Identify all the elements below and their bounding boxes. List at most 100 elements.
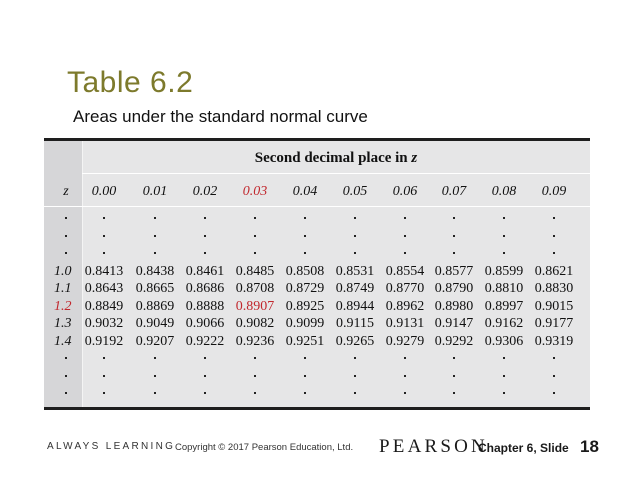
ellipsis-dot: [154, 392, 156, 394]
table-cell: 0.8997: [484, 298, 524, 314]
ellipsis-dot: [103, 217, 105, 219]
ellipsis-dot: [553, 357, 555, 359]
table-row: 1.4 0.9192 0.9207 0.9222 0.9236 0.9251 0.9265 0…: [44, 334, 590, 352]
table-cell: 0.8749: [335, 281, 375, 296]
ellipsis-dot: [254, 392, 256, 394]
table-cell: 0.8830: [534, 281, 574, 296]
row-z-label: 1.2: [54, 298, 72, 314]
ellipsis-dot: [503, 374, 505, 377]
slide-number: 18: [580, 437, 599, 456]
ellipsis-dot: [404, 392, 406, 394]
ellipsis-dot: [204, 252, 206, 254]
table-cell: 0.8413: [84, 263, 124, 279]
table-row: 1.0 0.8413 0.8438 0.8461 0.8485 0.8508 0.8531 0…: [44, 264, 590, 282]
ellipsis-row: [44, 229, 590, 247]
column-header: 0.09: [541, 184, 567, 199]
ellipsis-dot: [204, 217, 206, 219]
ellipsis-dot: [453, 374, 455, 377]
table-cell: 0.8980: [434, 298, 474, 314]
slide-title: Table 6.2: [67, 66, 194, 99]
ellipsis-dot: [553, 217, 555, 219]
ellipsis-dot: [304, 374, 306, 377]
ellipsis-dot: [65, 392, 67, 394]
table-cell: 0.9115: [336, 316, 374, 331]
column-header: 0.02: [192, 184, 218, 199]
table-cell: 0.8907: [235, 298, 275, 314]
normal-table: Second decimal place in z z 0.00 0.01 0.02…: [44, 138, 590, 410]
column-header: 0.05: [342, 184, 368, 199]
slide-subtitle: Areas under the standard normal curve: [73, 107, 368, 126]
table-cell: 0.9177: [534, 316, 574, 331]
ellipsis-dot: [154, 234, 156, 237]
table-cell: 0.8962: [385, 298, 425, 314]
ellipsis-dot: [65, 374, 67, 377]
ellipsis-dot: [354, 234, 356, 237]
table-row: 1.3 0.9032 0.9049 0.9066 0.9082 0.9099 0.9115 0…: [44, 316, 590, 334]
ellipsis-dot: [304, 392, 306, 394]
footer-bar: ALWAYS LEARNING Copyright © 2017 Pearson…: [0, 436, 638, 460]
table-cell: 0.9251: [285, 333, 325, 349]
table-cell: 0.9099: [285, 316, 325, 331]
ellipsis-dot: [354, 252, 356, 254]
table-cell: 0.9082: [235, 316, 275, 331]
column-header: 0.04: [292, 184, 318, 199]
table-cell: 0.8810: [484, 281, 524, 296]
table-cell: 0.8686: [185, 281, 225, 296]
ellipsis-dot: [154, 374, 156, 377]
ellipsis-dot: [503, 252, 505, 254]
table-cell: 0.8665: [135, 281, 175, 296]
ellipsis-dot: [453, 252, 455, 254]
table-cell: 0.8888: [185, 298, 225, 314]
ellipsis-dot: [304, 217, 306, 219]
ellipsis-dot: [304, 252, 306, 254]
row-z-label: 1.3: [54, 316, 72, 331]
table-cell: 0.9066: [185, 316, 225, 331]
ellipsis-dot: [103, 374, 105, 377]
table-cell: 0.9265: [335, 333, 375, 349]
table-cell: 0.8708: [235, 281, 275, 296]
z-column-background: [44, 141, 82, 407]
ellipsis-dot: [65, 234, 67, 237]
table-cell: 0.8643: [84, 281, 124, 296]
ellipsis-dot: [354, 392, 356, 394]
chapter-label: Chapter 6, Slide: [478, 441, 569, 455]
table-cell: 0.8869: [135, 298, 175, 314]
ellipsis-dot: [254, 217, 256, 219]
ellipsis-dot: [453, 234, 455, 237]
ellipsis-dot: [404, 217, 406, 219]
column-header: 0.03: [242, 184, 268, 199]
ellipsis-dot: [553, 252, 555, 254]
ellipsis-dot: [304, 357, 306, 359]
ellipsis-dot: [404, 374, 406, 377]
ellipsis-dot: [204, 234, 206, 237]
caption-text: Second decimal place in: [254, 150, 412, 166]
ellipsis-dot: [503, 217, 505, 219]
copyright-text: Copyright © 2017 Pearson Education, Ltd.: [175, 442, 354, 453]
table-cell: 0.9236: [235, 333, 275, 349]
ellipsis-row: [44, 386, 590, 404]
column-header: 0.00: [91, 184, 117, 199]
table-row: 1.1 0.8643 0.8665 0.8686 0.8708 0.8729 0.8749 0…: [44, 281, 590, 299]
table-cell: 0.9032: [84, 316, 124, 331]
table-cell: 0.9049: [135, 316, 175, 331]
table-cell: 0.8577: [434, 263, 474, 279]
caption-variable: z: [411, 150, 418, 166]
ellipsis-dot: [453, 392, 455, 394]
ellipsis-dot: [254, 252, 256, 254]
table-cell: 0.8485: [235, 263, 275, 279]
table-cell: 0.9131: [385, 316, 425, 331]
pearson-logo: PEARSON: [379, 436, 488, 457]
ellipsis-dot: [154, 357, 156, 359]
table-cell: 0.8849: [84, 298, 124, 314]
ellipsis-dot: [453, 217, 455, 219]
table-cell: 0.8925: [285, 298, 325, 314]
table-cell: 0.8944: [335, 298, 375, 314]
ellipsis-dot: [254, 357, 256, 359]
ellipsis-dot: [204, 374, 206, 377]
ellipsis-dot: [254, 374, 256, 377]
ellipsis-dot: [404, 252, 406, 254]
ellipsis-dot: [404, 234, 406, 237]
ellipsis-dot: [65, 357, 67, 359]
table-cell: 0.9292: [434, 333, 474, 349]
table-cell: 0.9279: [385, 333, 425, 349]
